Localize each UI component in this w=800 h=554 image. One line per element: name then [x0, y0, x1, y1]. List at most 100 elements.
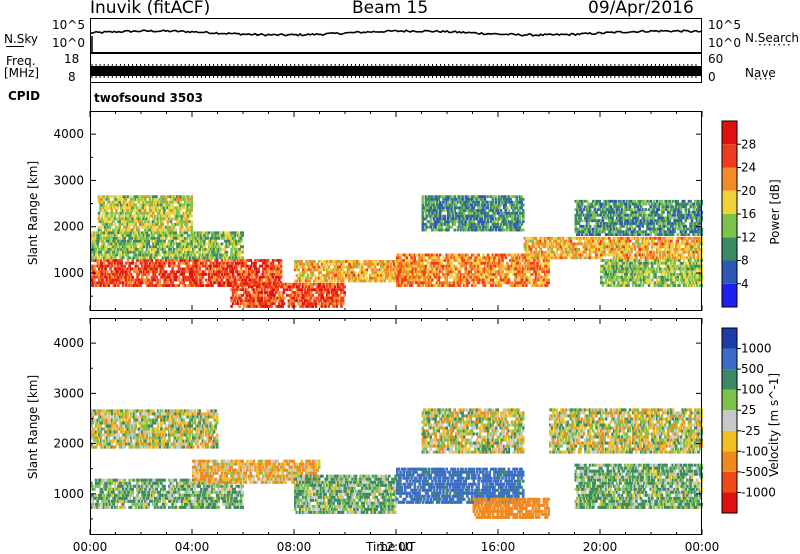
- data-cell: [141, 250, 144, 254]
- data-cell: [274, 288, 278, 292]
- data-cell: [367, 279, 370, 283]
- data-cell: [365, 262, 369, 266]
- data-cell: [341, 288, 345, 292]
- data-cell: [416, 274, 420, 277]
- data-cell: [400, 271, 404, 274]
- data-cell: [187, 275, 190, 279]
- data-cell: [160, 228, 163, 232]
- data-cell: [180, 259, 184, 262]
- data-cell: [306, 302, 310, 305]
- data-cell: [91, 275, 95, 279]
- data-cell: [185, 225, 189, 229]
- data-cell: [145, 261, 149, 265]
- data-cell: [464, 281, 468, 285]
- data-cell: [279, 259, 283, 262]
- data-cell: [107, 284, 111, 287]
- data-cell: [305, 291, 308, 294]
- data-cell: [263, 296, 267, 300]
- data-cell: [257, 291, 260, 294]
- data-cell: [102, 267, 106, 271]
- data-cell: [480, 281, 484, 285]
- data-cell: [525, 270, 528, 274]
- data-cell: [177, 250, 181, 254]
- data-cell: [470, 261, 474, 265]
- data-cell: [187, 214, 190, 218]
- data-cell: [177, 242, 181, 246]
- data-cell: [174, 200, 177, 204]
- data-cell: [164, 281, 168, 285]
- data-cell: [265, 282, 268, 286]
- data-cell: [147, 250, 150, 254]
- data-cell: [396, 264, 399, 268]
- data-cell: [131, 209, 134, 212]
- data-cell: [227, 275, 230, 279]
- data-cell: [198, 273, 201, 276]
- data-cell: [498, 256, 501, 260]
- data-cell: [356, 265, 359, 269]
- data-cell: [260, 299, 264, 303]
- data-cell: [427, 267, 431, 271]
- data-cell: [246, 305, 249, 308]
- data-cell: [192, 248, 195, 251]
- data-cell: [152, 245, 155, 249]
- data-cell: [148, 195, 152, 199]
- data-cell: [115, 234, 119, 237]
- data-cell: [172, 250, 176, 254]
- data-cell: [308, 293, 311, 297]
- data-cell: [164, 259, 168, 262]
- data-cell: [214, 264, 217, 268]
- data-cell: [150, 239, 154, 243]
- data-cell: [472, 256, 476, 260]
- data-cell: [287, 285, 291, 289]
- data-cell: [270, 285, 273, 289]
- data-cell: [93, 253, 96, 257]
- data-cell: [100, 223, 104, 226]
- data-cell: [160, 206, 163, 210]
- data-cell: [325, 271, 329, 274]
- data-cell: [233, 259, 236, 262]
- data-cell: [132, 200, 136, 204]
- data-cell: [139, 261, 142, 265]
- data-cell: [241, 259, 244, 262]
- data-cell: [219, 284, 222, 287]
- data-cell: [193, 253, 197, 257]
- data-cell: [120, 211, 123, 215]
- data-cell: [163, 281, 166, 285]
- data-cell: [155, 250, 158, 254]
- data-cell: [528, 267, 531, 271]
- data-cell: [289, 288, 292, 292]
- data-cell: [91, 245, 95, 249]
- data-cell: [105, 278, 109, 282]
- data-cell: [389, 262, 393, 266]
- data-cell: [176, 270, 179, 274]
- data-cell: [274, 270, 278, 274]
- data-cell: [429, 284, 433, 287]
- data-cell: [153, 248, 157, 251]
- data-cell: [126, 220, 129, 224]
- data-cell: [172, 223, 176, 226]
- data-cell: [109, 239, 112, 243]
- data-cell: [478, 256, 482, 260]
- data-cell: [243, 291, 246, 294]
- data-cell: [276, 288, 280, 292]
- freq-tick-high: 18: [64, 52, 80, 66]
- data-cell: [241, 261, 244, 265]
- data-cell: [319, 276, 323, 280]
- data-cell: [389, 274, 393, 277]
- data-cell: [129, 214, 133, 218]
- data-cell: [325, 285, 329, 289]
- data-cell: [330, 271, 334, 274]
- data-cell: [123, 242, 127, 246]
- data-cell: [539, 267, 542, 271]
- data-cell: [490, 256, 493, 260]
- data-cell: [129, 220, 133, 224]
- data-cell: [123, 236, 127, 240]
- data-cell: [319, 282, 323, 286]
- data-cell: [397, 281, 401, 285]
- data-cell: [252, 305, 256, 308]
- data-cell: [313, 274, 316, 277]
- data-cell: [515, 273, 519, 276]
- data-cell: [233, 264, 236, 268]
- data-cell: [192, 275, 195, 279]
- data-cell: [480, 273, 484, 276]
